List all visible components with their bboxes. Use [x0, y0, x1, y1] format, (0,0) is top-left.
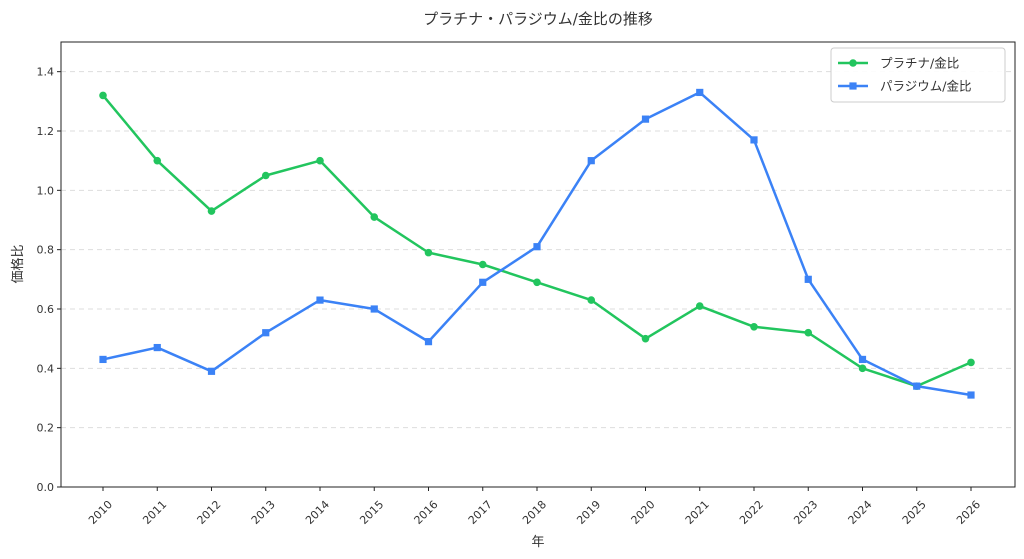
data-point: [153, 156, 162, 165]
y-tick-label: 1.4: [37, 66, 55, 79]
x-tick-label: 2022: [737, 498, 766, 527]
data-point: [478, 260, 487, 269]
data-point: [641, 115, 650, 123]
x-tick-label: 2015: [357, 498, 386, 527]
x-tick-label: 2021: [683, 498, 712, 527]
data-point: [858, 364, 867, 373]
series-layer: [99, 88, 975, 399]
chart-title: プラチナ・パラジウム/金比の推移: [423, 10, 653, 28]
series-line: [102, 94, 972, 388]
data-point: [804, 275, 812, 283]
y-tick-label: 1.2: [37, 125, 55, 138]
x-tick-label: 2024: [846, 498, 875, 527]
x-tick-label: 2011: [140, 498, 169, 527]
data-point: [261, 171, 270, 180]
data-point: [858, 355, 867, 364]
legend-label: プラチナ/金比: [880, 56, 959, 71]
data-point: [695, 302, 704, 310]
data-point: [750, 136, 758, 144]
data-point: [99, 355, 107, 364]
y-tick-label: 0.4: [37, 362, 55, 375]
data-point: [967, 391, 975, 399]
data-point: [641, 334, 650, 343]
data-point: [479, 278, 487, 286]
data-point: [533, 243, 541, 251]
x-tick-label: 2017: [466, 498, 495, 527]
data-point: [316, 156, 324, 165]
x-tick-label: 2010: [86, 498, 115, 527]
data-point: [967, 358, 975, 367]
y-tick-label: 0.2: [37, 422, 55, 435]
data-point: [696, 88, 704, 97]
y-tick-label: 1.0: [37, 184, 55, 197]
x-tick-label: 2025: [900, 498, 929, 527]
x-tick-label: 2019: [574, 498, 603, 527]
y-axis-ticks: 0.0 0.2 0.4 0.6 0.8 1.0 1.2 1.4: [37, 66, 61, 494]
data-point: [207, 367, 216, 375]
x-tick-label: 2026: [954, 498, 983, 527]
data-point: [750, 323, 758, 331]
data-point: [370, 305, 378, 313]
x-tick-label: 2023: [791, 498, 820, 527]
data-point: [207, 207, 216, 215]
legend-swatch-marker: [849, 59, 857, 67]
series-2: [99, 88, 975, 399]
data-point: [316, 296, 324, 304]
x-tick-label: 2014: [303, 498, 332, 527]
x-tick-label: 2016: [412, 498, 441, 527]
x-tick-label: 2013: [249, 498, 278, 527]
plot-frame: [60, 41, 1016, 488]
data-point: [424, 338, 433, 346]
x-tick-label: 2018: [520, 498, 549, 527]
data-point: [913, 382, 921, 390]
data-point: [262, 329, 270, 337]
legend-label: パラジウム/金比: [880, 79, 971, 94]
y-tick-label: 0.6: [37, 303, 55, 316]
data-point: [424, 248, 433, 257]
x-tick-label: 2020: [629, 498, 658, 527]
x-tick-label: 2012: [195, 498, 224, 527]
data-point: [587, 296, 596, 304]
y-tick-label: 0.8: [37, 244, 55, 257]
y-tick-label: 0.0: [37, 481, 55, 494]
data-point: [153, 343, 161, 352]
legend-box: [830, 47, 1006, 103]
legend-swatch-marker: [849, 82, 857, 90]
data-point: [370, 213, 379, 221]
data-point: [533, 278, 541, 287]
x-axis-ticks: 2010 2011 2012 2013 2014 2015 2016 2017 2018 2019…: [86, 487, 983, 527]
x-axis-label: 年: [531, 535, 544, 550]
data-point: [99, 91, 107, 100]
y-axis-label: 価格比: [10, 244, 26, 283]
data-point: [587, 157, 595, 165]
data-point: [804, 328, 813, 337]
series-1: [99, 91, 975, 390]
